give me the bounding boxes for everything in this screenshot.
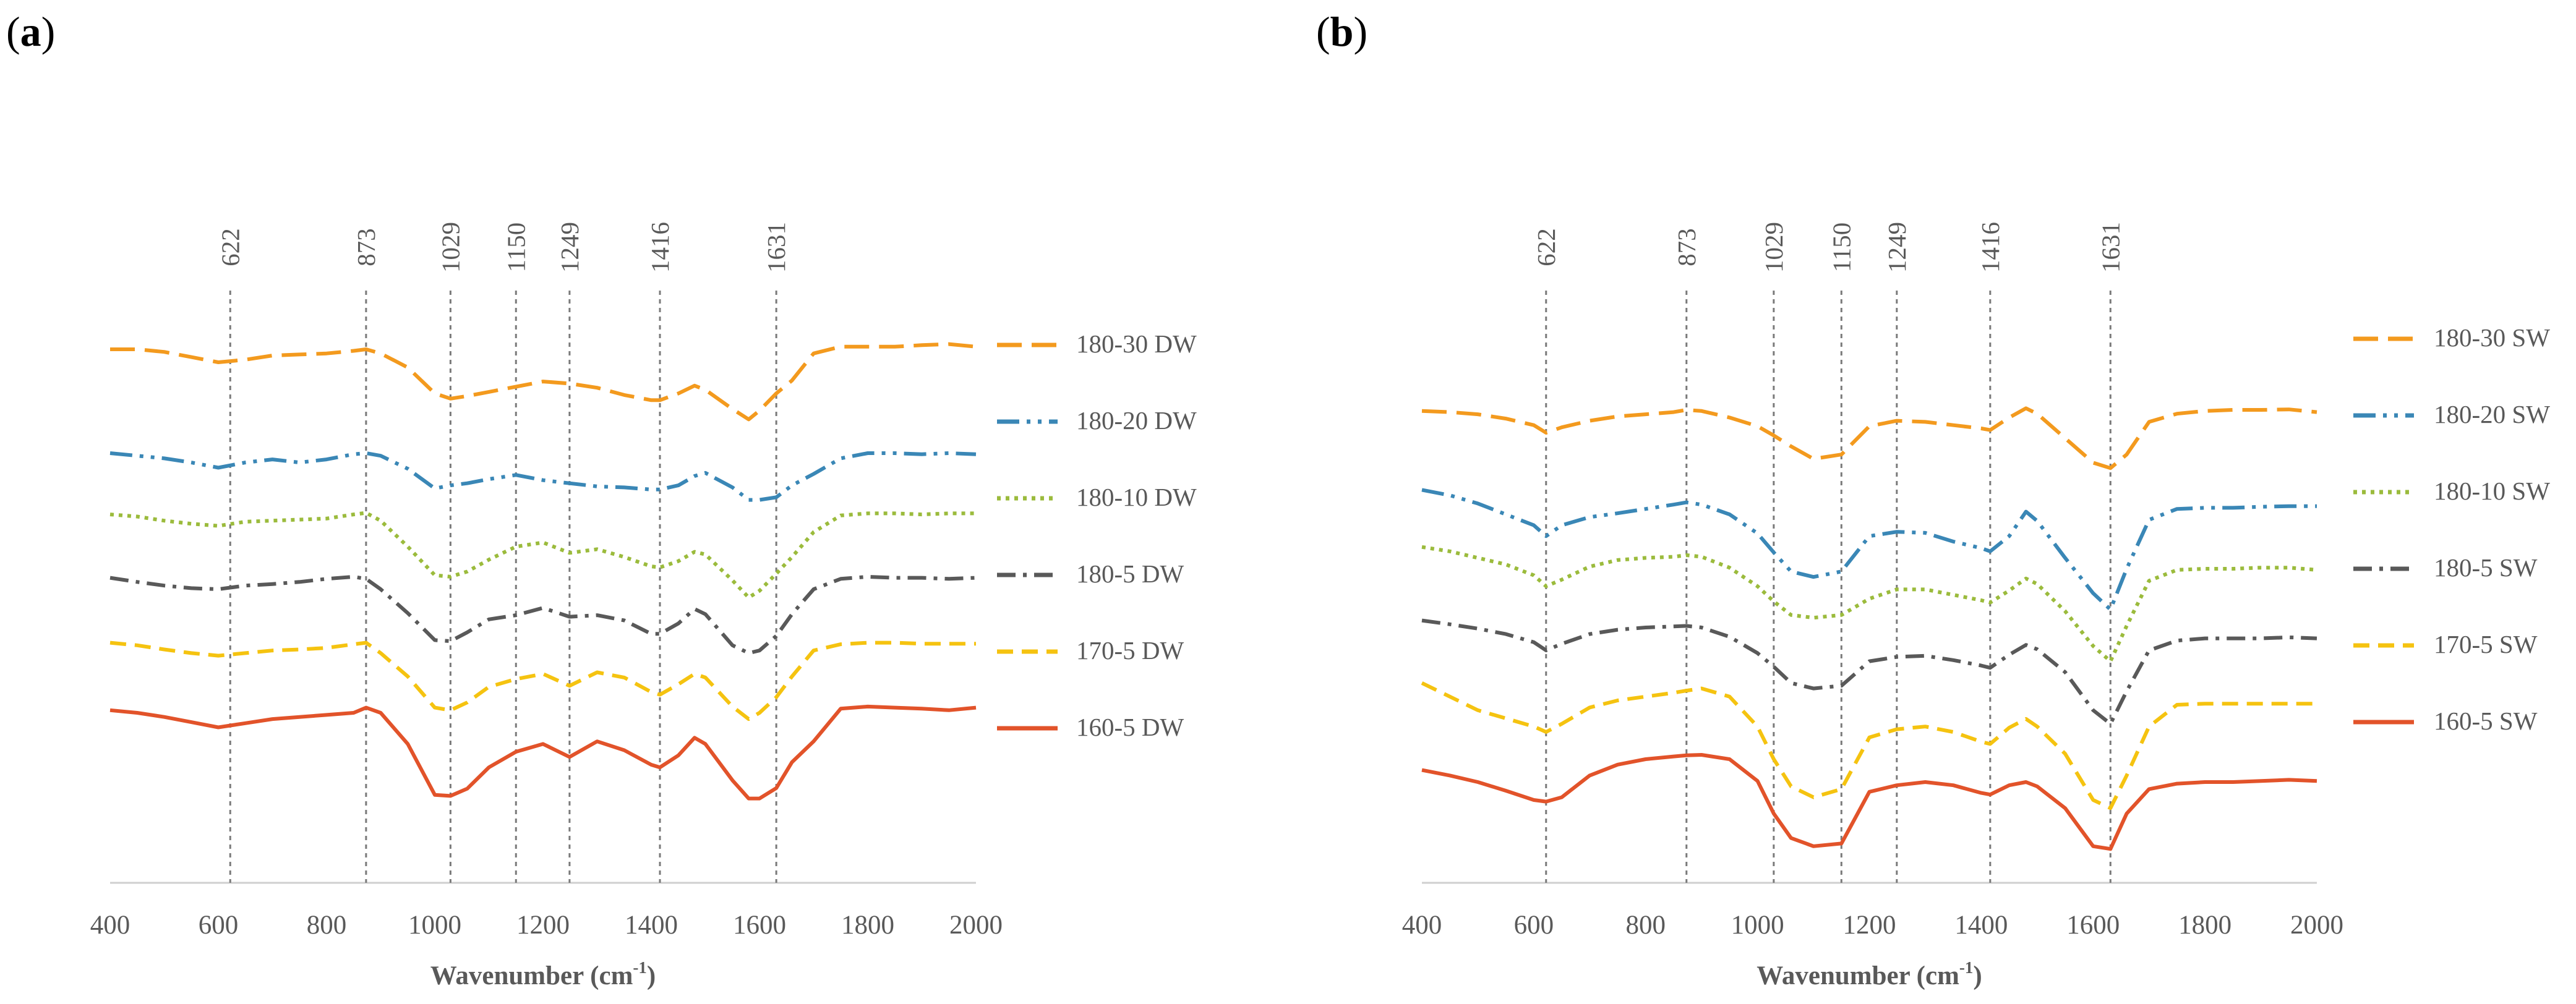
- series-line-170-5-dw: [109, 640, 976, 721]
- peak-label-622: 622: [216, 228, 244, 266]
- peak-label-1150: 1150: [1827, 223, 1855, 272]
- peak-label-873: 873: [1672, 228, 1701, 266]
- x-tick-label: 2000: [949, 911, 1003, 940]
- series-line-170-5-sw: [1421, 681, 2317, 810]
- legend-label: 180-20 SW: [2434, 400, 2550, 428]
- x-tick-label: 1600: [2066, 911, 2120, 940]
- legend-label: 170-5 SW: [2434, 630, 2538, 658]
- legend-label: 180-5 DW: [1076, 559, 1184, 588]
- chart-panel-a: 400 600 800 1000 1200 1400 1600 1800 2000 Wavenum…: [90, 222, 1197, 990]
- x-tick-label: 2000: [2290, 911, 2343, 940]
- x-tick-label: 1400: [1954, 911, 2008, 940]
- legend-label: 180-30 DW: [1076, 330, 1197, 358]
- panel-label-b: (b): [1316, 8, 1367, 55]
- series-line-160-5-dw: [109, 704, 977, 801]
- x-tick-label: 600: [199, 911, 239, 940]
- legend-label: 160-5 SW: [2434, 707, 2538, 735]
- peak-label-1029: 1029: [1760, 222, 1788, 273]
- x-tick-label: 1800: [841, 911, 894, 940]
- x-tick-label: 400: [1402, 911, 1442, 940]
- x-axis-title-sup: -1: [1959, 958, 1974, 977]
- legend-label: 160-5 DW: [1076, 713, 1184, 741]
- legend-label: 180-5 SW: [2434, 553, 2538, 582]
- x-axis-title-end: ): [1973, 961, 1982, 990]
- x-tick-label: 1400: [625, 911, 678, 940]
- series-line-180-10-sw: [1421, 545, 2317, 663]
- x-tick-label: 800: [1626, 911, 1666, 940]
- series-line-180-30-sw: [1421, 406, 2317, 470]
- peak-label-622: 622: [1532, 228, 1560, 266]
- panel-label-a-letter: a: [20, 8, 41, 55]
- series-line-180-5-dw: [109, 574, 977, 655]
- series-line-180-20-sw: [1421, 488, 2317, 611]
- peak-label-1249: 1249: [1883, 222, 1911, 273]
- series-line-160-5-sw: [1421, 753, 2317, 851]
- legend-label: 170-5 DW: [1076, 636, 1184, 665]
- peak-label-1249: 1249: [555, 222, 584, 273]
- x-axis-title-end: ): [647, 961, 656, 990]
- x-tick-label: 1200: [1843, 911, 1896, 940]
- x-axis-title: Wavenumber (cm-1): [430, 958, 656, 990]
- legend-label: 180-20 DW: [1076, 406, 1197, 435]
- x-tick-label: 600: [1514, 911, 1554, 940]
- peak-label-1416: 1416: [1976, 222, 2005, 273]
- series-line-180-5-sw: [1421, 618, 2317, 726]
- peak-label-1631: 1631: [2096, 222, 2125, 273]
- panel-label-b-letter: b: [1330, 8, 1354, 55]
- peak-label-873: 873: [352, 228, 380, 266]
- x-tick-label: 800: [307, 911, 347, 940]
- legend-label: 180-10 DW: [1076, 483, 1197, 511]
- x-tick-label: 1800: [2178, 911, 2232, 940]
- x-tick-label: 1200: [516, 911, 570, 940]
- series-line-180-30-dw: [110, 342, 977, 422]
- chart-panel-b: 400 600 800 1000 1200 1400 1600 1800 2000 Wavenum…: [1402, 222, 2550, 990]
- series-line-180-10-dw: [109, 511, 976, 600]
- legend-label: 180-10 SW: [2434, 477, 2550, 505]
- legend-label: 180-30 SW: [2434, 323, 2550, 352]
- peak-label-1631: 1631: [762, 222, 790, 273]
- series-line-180-20-dw: [109, 451, 977, 502]
- panel-label-a: (a): [6, 8, 55, 55]
- peak-label-1416: 1416: [646, 222, 674, 273]
- x-axis-title-main: Wavenumber (cm: [430, 961, 633, 990]
- x-axis-title-sup: -1: [633, 958, 647, 977]
- peak-label-1029: 1029: [436, 222, 464, 273]
- x-axis-title-main: Wavenumber (cm: [1757, 961, 1959, 990]
- x-tick-label: 1000: [1731, 911, 1784, 940]
- peak-label-1150: 1150: [502, 223, 530, 272]
- x-tick-label: 1000: [408, 911, 461, 940]
- x-tick-label: 400: [90, 911, 131, 940]
- x-axis-title: Wavenumber (cm-1): [1757, 958, 1982, 990]
- x-tick-label: 1600: [733, 911, 786, 940]
